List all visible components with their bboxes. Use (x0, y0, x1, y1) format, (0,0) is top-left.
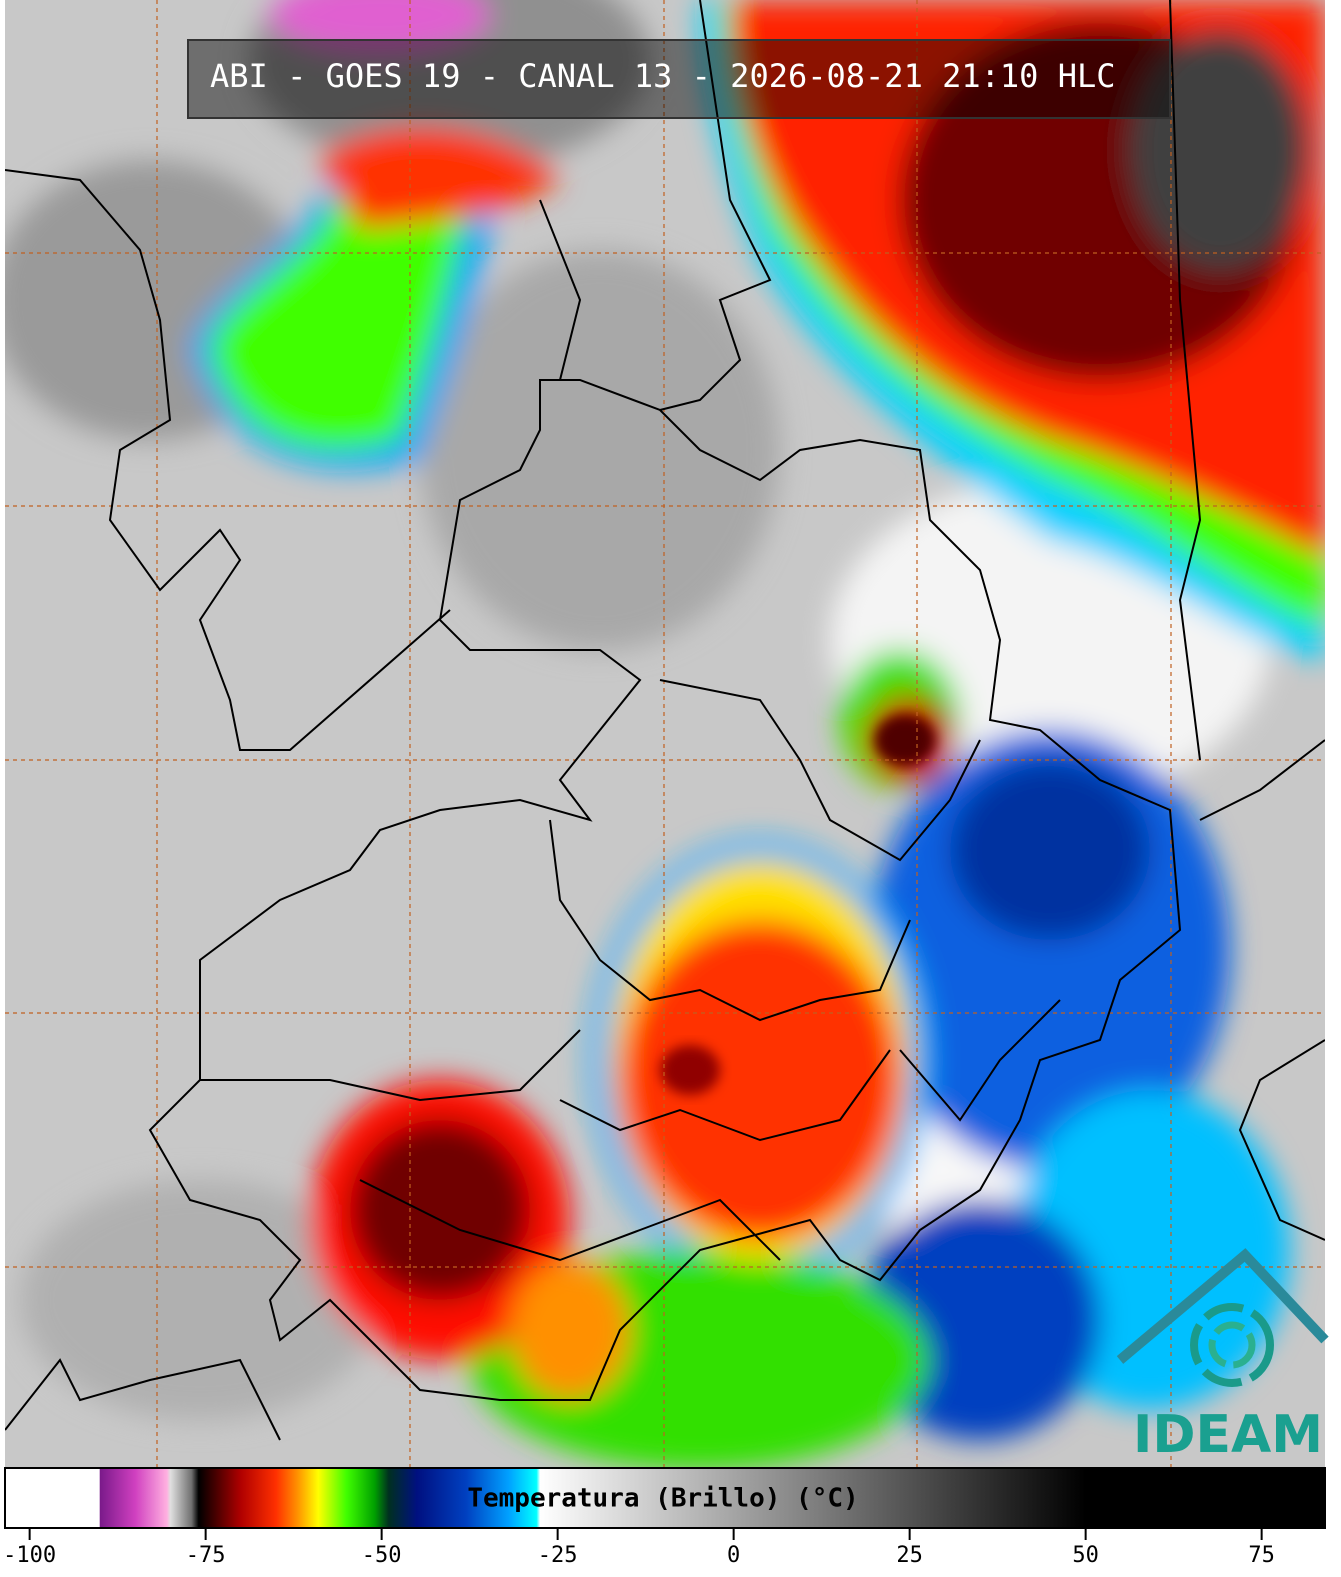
boundaries (5, 0, 1325, 1441)
title-box (187, 39, 1171, 119)
tick-label: -100 (3, 1543, 56, 1568)
colorbar (4, 1467, 1326, 1529)
tick-label: -25 (538, 1543, 578, 1568)
tick-label: -75 (186, 1543, 226, 1568)
logo-text: IDEAM (1133, 1405, 1323, 1465)
colorbar-label: Temperatura (Brillo) (°C) (467, 1484, 858, 1514)
logo: IDEAM (1116, 1248, 1329, 1465)
tick-label: 75 (1248, 1543, 1275, 1568)
tick-label: -50 (362, 1543, 402, 1568)
tick-label: 25 (896, 1543, 923, 1568)
tick-label: 0 (727, 1543, 740, 1568)
title: ABI - GOES 19 - CANAL 13 - 2026-08-21 21… (210, 57, 1115, 95)
colorbar-ticks: -100 -75 -50 -25 0 25 50 75 (3, 1528, 1275, 1568)
satellite-image (5, 0, 1325, 1468)
tick-label: 50 (1072, 1543, 1099, 1568)
